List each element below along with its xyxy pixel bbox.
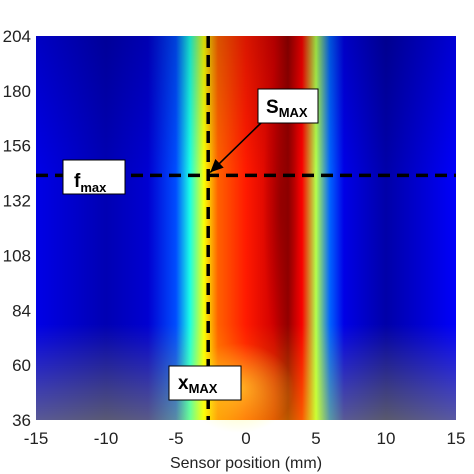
svg-text:SMAX: SMAX bbox=[266, 97, 308, 120]
crosshair-lines bbox=[36, 36, 456, 420]
x-tick-label: 0 bbox=[241, 429, 250, 448]
y-axis: 36 60 84 108 132 156 180 204 bbox=[3, 27, 31, 430]
x-tick-label: -15 bbox=[24, 429, 49, 448]
y-tick-label: 156 bbox=[3, 137, 31, 156]
x-tick-label: -5 bbox=[168, 429, 183, 448]
svg-text:xMAX: xMAX bbox=[178, 373, 218, 396]
y-tick-label: 204 bbox=[3, 27, 31, 46]
x-tick-label: 10 bbox=[377, 429, 396, 448]
x-tick-label: 5 bbox=[311, 429, 320, 448]
y-tick-label: 108 bbox=[3, 246, 31, 265]
y-tick-label: 60 bbox=[12, 356, 31, 375]
y-tick-label: 36 bbox=[12, 411, 31, 430]
y-tick-label: 84 bbox=[12, 301, 31, 320]
svg-text:fmax: fmax bbox=[74, 171, 107, 195]
x-axis-title: Sensor position (mm) bbox=[170, 455, 322, 472]
s-max-label: SMAX bbox=[257, 88, 319, 124]
s-max-arrow bbox=[209, 121, 263, 174]
x-max-label: xMAX bbox=[168, 365, 242, 401]
y-tick-label: 180 bbox=[3, 82, 31, 101]
y-tick-label: 132 bbox=[3, 192, 31, 211]
x-axis: -15 -10 -5 0 5 10 15 bbox=[24, 429, 466, 448]
x-tick-label: 15 bbox=[447, 429, 466, 448]
x-tick-label: -10 bbox=[94, 429, 119, 448]
heatmap-peak-core bbox=[263, 55, 299, 356]
f-max-label: fmax bbox=[62, 159, 126, 195]
